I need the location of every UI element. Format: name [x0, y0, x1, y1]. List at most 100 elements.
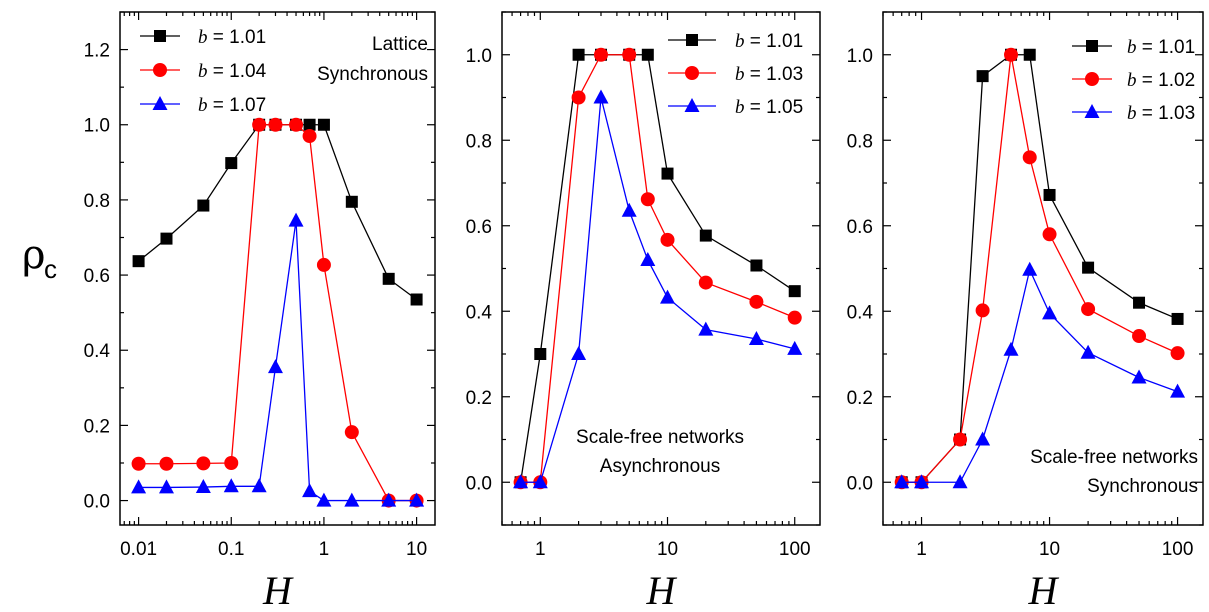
data-point [698, 275, 713, 290]
series-red [513, 47, 802, 490]
y-tick-label: 0.2 [466, 388, 492, 409]
data-point [344, 425, 359, 440]
panel-annotation: Scale-free networks [576, 427, 744, 448]
legend-label: b = 1.01 [1127, 37, 1195, 58]
legend-entry: b = 1.01 [668, 31, 803, 52]
data-point [225, 157, 238, 170]
legend-entry: b = 1.03 [1072, 103, 1195, 124]
data-point [252, 117, 267, 132]
data-point [317, 118, 330, 131]
data-point [976, 70, 989, 83]
legend-variable: b [735, 97, 745, 118]
data-point [975, 303, 990, 318]
series-line [138, 124, 417, 502]
data-point [952, 474, 968, 489]
data-point [302, 483, 318, 498]
data-point [975, 431, 991, 446]
data-point [160, 232, 173, 245]
data-point [622, 47, 637, 62]
data-point [1082, 261, 1095, 274]
series-red [894, 47, 1185, 490]
data-point [1170, 346, 1185, 361]
y-tick-label: 0.4 [847, 302, 874, 323]
data-point [344, 492, 360, 507]
legend-entry: b = 1.01 [140, 27, 266, 48]
data-point [699, 229, 712, 242]
data-point [289, 117, 304, 132]
y-axis-label: ρ c [22, 232, 57, 284]
x-tick-label: 1 [916, 539, 927, 560]
series-line [901, 267, 1178, 483]
panel-annotation: Lattice [372, 34, 428, 55]
y-tick-label: 0.6 [847, 217, 873, 238]
data-point [316, 257, 331, 272]
panel-annotation: Synchronous [1087, 476, 1198, 497]
panel-annotation: Scale-free networks [1030, 447, 1198, 468]
data-point [195, 479, 211, 494]
data-point [224, 455, 239, 470]
legend-entry: b = 1.04 [140, 61, 267, 82]
legend-value: = 1.01 [208, 27, 267, 48]
legend-marker [686, 34, 698, 46]
data-point [251, 478, 267, 493]
legend-label: b = 1.05 [735, 97, 803, 118]
data-point [593, 89, 609, 104]
plot-frame [119, 11, 436, 526]
y-tick-label: 0.8 [84, 191, 110, 212]
data-point [534, 348, 547, 360]
data-point [382, 272, 395, 285]
data-point [158, 479, 174, 494]
data-point [641, 48, 654, 61]
y-tick-label: 0.0 [84, 492, 110, 513]
y-axis-label-rho: ρ [22, 232, 46, 278]
x-tick-label: 100 [779, 539, 811, 560]
legend-entry: b = 1.01 [1072, 37, 1195, 58]
y-tick-label: 1.0 [847, 46, 873, 67]
y-tick-label: 0.4 [84, 341, 111, 362]
data-point [1042, 305, 1058, 320]
data-point [532, 474, 548, 489]
series-line [138, 220, 417, 502]
legend-value: = 1.07 [208, 95, 267, 116]
panel-annotation: Synchronous [317, 64, 428, 85]
legend-label: b = 1.03 [1127, 103, 1195, 124]
legend-label: b = 1.01 [735, 31, 803, 52]
series-line [519, 54, 796, 483]
data-point [196, 456, 211, 471]
legend-marker [685, 66, 699, 80]
legend-marker [153, 63, 167, 77]
legend-variable: b [198, 95, 208, 116]
x-axis-label: H [1028, 568, 1060, 612]
data-point [953, 432, 968, 447]
data-point [1003, 341, 1019, 356]
data-point [1080, 344, 1096, 359]
plot-frame [501, 11, 821, 526]
x-tick-label: 10 [1039, 539, 1060, 560]
series-blue [894, 261, 1186, 489]
legend-label: b = 1.01 [198, 27, 266, 48]
legend-entry: b = 1.07 [140, 95, 266, 116]
data-point [409, 492, 425, 507]
y-tick-label: 0.6 [84, 266, 110, 287]
y-tick-label: 0.0 [847, 473, 873, 494]
legend-variable: b [1127, 37, 1137, 58]
data-point [593, 47, 608, 62]
x-tick-label: 1 [319, 539, 330, 560]
data-point [288, 212, 304, 227]
legend-marker [1085, 72, 1099, 86]
data-point [661, 167, 674, 180]
legend-label: b = 1.07 [198, 95, 266, 116]
data-point [268, 117, 283, 132]
y-tick-label: 0.8 [847, 131, 873, 152]
data-point [640, 192, 655, 207]
data-point [1131, 369, 1147, 384]
legend-value: = 1.05 [745, 97, 804, 118]
series-black [132, 118, 423, 306]
y-tick-label: 0.2 [84, 416, 110, 437]
data-point [316, 492, 332, 507]
data-point [787, 340, 803, 355]
x-axis-label: H [646, 568, 678, 612]
data-point [621, 202, 637, 217]
data-point [267, 359, 283, 374]
